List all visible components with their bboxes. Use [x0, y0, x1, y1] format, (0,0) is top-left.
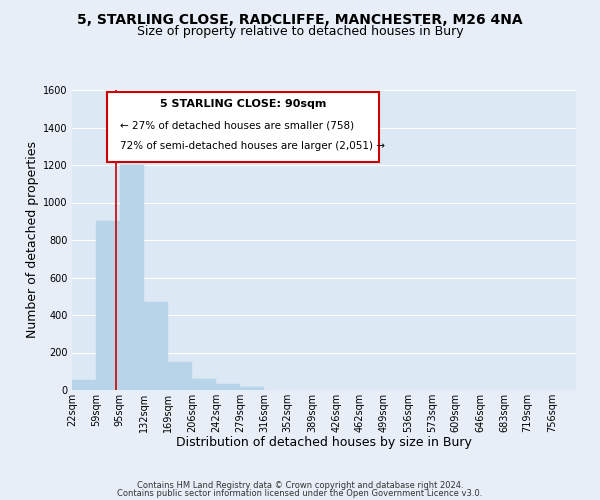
- Bar: [120, 165, 144, 390]
- X-axis label: Distribution of detached houses by size in Bury: Distribution of detached houses by size …: [176, 436, 472, 450]
- Bar: [97, 221, 120, 390]
- Text: 5, STARLING CLOSE, RADCLIFFE, MANCHESTER, M26 4NA: 5, STARLING CLOSE, RADCLIFFE, MANCHESTER…: [77, 12, 523, 26]
- Text: Contains HM Land Registry data © Crown copyright and database right 2024.: Contains HM Land Registry data © Crown c…: [137, 482, 463, 490]
- Text: 72% of semi-detached houses are larger (2,051) →: 72% of semi-detached houses are larger (…: [120, 141, 385, 151]
- Text: 5 STARLING CLOSE: 90sqm: 5 STARLING CLOSE: 90sqm: [160, 99, 326, 109]
- Bar: [216, 384, 240, 390]
- Bar: [72, 380, 96, 390]
- FancyBboxPatch shape: [107, 92, 379, 162]
- Bar: [168, 362, 192, 390]
- Text: Contains public sector information licensed under the Open Government Licence v3: Contains public sector information licen…: [118, 490, 482, 498]
- Y-axis label: Number of detached properties: Number of detached properties: [26, 142, 39, 338]
- Text: Size of property relative to detached houses in Bury: Size of property relative to detached ho…: [137, 25, 463, 38]
- Bar: [144, 302, 168, 390]
- Bar: [240, 387, 264, 390]
- Bar: [193, 379, 217, 390]
- Text: ← 27% of detached houses are smaller (758): ← 27% of detached houses are smaller (75…: [120, 120, 354, 130]
